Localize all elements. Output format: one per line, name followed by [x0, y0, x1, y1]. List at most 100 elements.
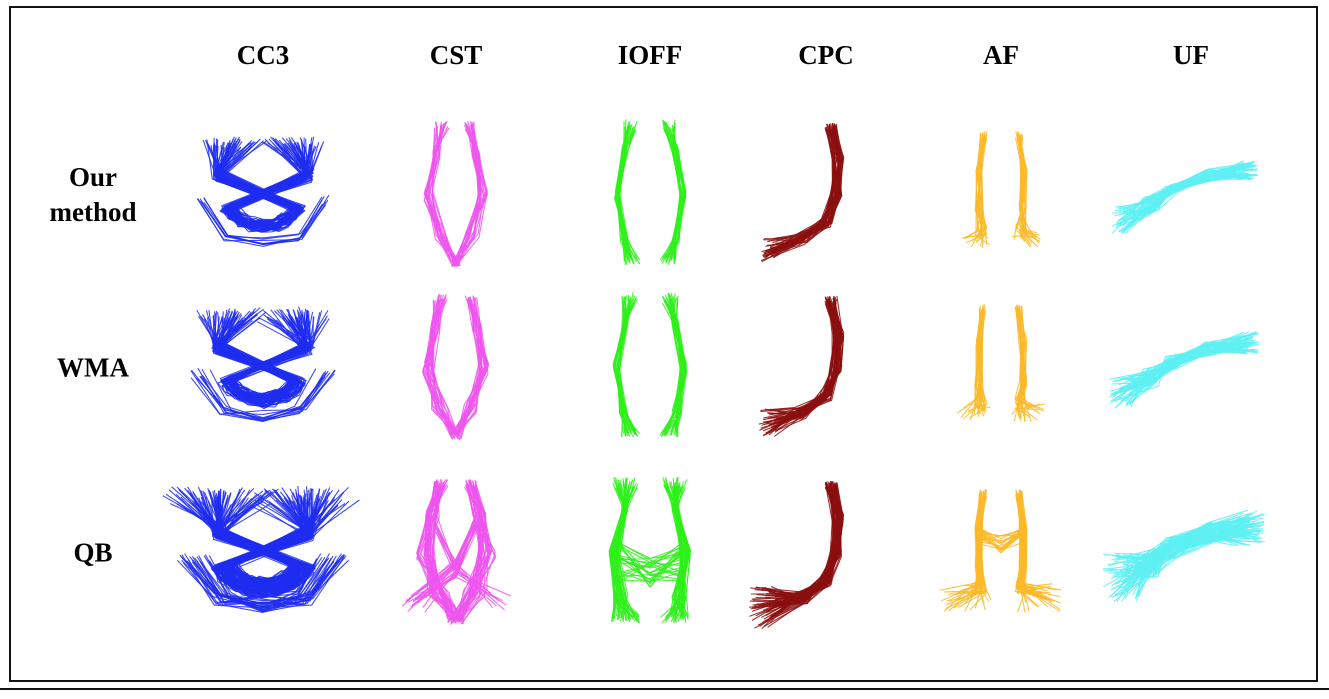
- fiber-streamline: [662, 295, 682, 436]
- fiber-streamline: [181, 553, 345, 608]
- fiber-streamline: [450, 479, 487, 623]
- fiber-streamline: [619, 554, 681, 584]
- row-label-line: QB: [73, 537, 113, 568]
- fiber-streamline: [619, 550, 681, 582]
- fiber-streamline: [220, 310, 309, 406]
- fiber-streamline: [196, 556, 330, 606]
- fiber-streamline: [424, 124, 452, 262]
- fiber-streamline: [201, 374, 325, 419]
- tract-fibers: [962, 131, 1041, 248]
- fiber-streamline: [975, 527, 1027, 551]
- fiber-streamline: [429, 294, 458, 433]
- fiber-streamline: [435, 522, 505, 611]
- fiber-streamline: [665, 477, 689, 616]
- fiber-streamline: [1116, 517, 1264, 597]
- fiber-streamline: [975, 523, 1027, 545]
- fiber-streamline: [199, 370, 327, 420]
- fiber-streamline: [221, 138, 310, 232]
- fiber-streamline: [619, 558, 681, 574]
- fiber-streamline: [661, 120, 685, 262]
- row-label-our-method: Our method: [50, 160, 137, 230]
- fiber-streamline: [662, 123, 684, 259]
- fiber-streamline: [423, 481, 453, 624]
- fiber-streamline: [772, 126, 834, 259]
- fiber-streamline: [1136, 517, 1243, 562]
- tract-cc3-wma: [178, 283, 348, 453]
- fiber-streamline: [664, 303, 686, 432]
- fiber-streamline: [1137, 514, 1261, 597]
- fiber-streamline: [1111, 173, 1249, 214]
- fiber-streamline: [619, 542, 681, 573]
- row-label-line: WMA: [57, 352, 129, 383]
- fiber-streamline: [662, 127, 682, 258]
- fiber-streamline: [1130, 344, 1245, 408]
- fiber-streamline: [1016, 134, 1033, 239]
- fiber-streamline: [1102, 515, 1249, 574]
- fiber-streamline: [610, 482, 628, 622]
- fiber-streamline: [764, 296, 841, 426]
- fiber-streamline: [425, 121, 458, 261]
- tract-ioff-our-method: [565, 110, 735, 280]
- fiber-streamline: [1135, 526, 1260, 567]
- fiber-streamline: [619, 561, 681, 582]
- tract-fibers: [1102, 509, 1266, 603]
- column-header-uf: UF: [1173, 40, 1209, 70]
- fiber-streamline: [211, 496, 321, 586]
- fiber-streamline: [619, 545, 681, 585]
- row-label-wma: WMA: [57, 351, 129, 386]
- tract-cst-qb: [371, 468, 541, 638]
- fiber-streamline: [754, 486, 843, 607]
- fiber-streamline: [190, 369, 336, 415]
- fiber-streamline: [614, 119, 629, 258]
- tract-af-our-method: [916, 110, 1086, 280]
- fiber-streamline: [1112, 527, 1239, 578]
- fiber-streamline: [975, 531, 1027, 547]
- tract-fibers: [749, 481, 845, 630]
- tract-cpc-wma: [741, 283, 911, 453]
- fiber-streamline: [1103, 526, 1240, 588]
- tract-fibers: [612, 291, 688, 438]
- fiber-streamline: [431, 300, 458, 435]
- tract-fibers: [196, 136, 330, 247]
- fiber-streamline: [186, 559, 340, 611]
- fiber-streamline: [460, 296, 488, 440]
- fiber-streamline: [769, 127, 835, 249]
- fiber-streamline: [619, 565, 681, 578]
- fiber-streamline: [617, 130, 639, 261]
- fiber-streamline: [411, 514, 477, 598]
- tract-cst-wma: [371, 283, 541, 453]
- fiber-streamline: [191, 502, 339, 592]
- column-header-cst: CST: [429, 40, 483, 70]
- tract-uf-our-method: [1106, 110, 1276, 280]
- fiber-streamline: [1111, 175, 1255, 227]
- tract-fibers: [422, 294, 490, 441]
- tract-af-qb: [916, 468, 1086, 638]
- fiber-streamline: [192, 555, 334, 605]
- row-label-line: method: [49, 197, 137, 227]
- fiber-streamline: [618, 121, 625, 262]
- fiber-streamline: [770, 123, 836, 250]
- tract-fibers: [608, 476, 691, 624]
- tract-uf-wma: [1106, 283, 1276, 453]
- tract-fibers: [190, 306, 336, 422]
- fiber-streamline: [1114, 164, 1249, 212]
- fiber-streamline: [216, 488, 311, 587]
- tract-fibers: [162, 486, 360, 613]
- fiber-streamline: [775, 487, 842, 618]
- fiber-streamline: [965, 137, 987, 244]
- fiber-streamline: [978, 311, 988, 411]
- fiber-streamline: [766, 481, 843, 604]
- fiber-streamline: [971, 491, 985, 598]
- fiber-streamline: [1015, 305, 1027, 422]
- tract-fibers: [760, 122, 845, 263]
- fiber-streamline: [456, 298, 489, 438]
- fiber-streamline: [675, 481, 687, 617]
- fiber-streamline: [981, 305, 991, 409]
- fiber-streamline: [765, 481, 842, 598]
- fiber-streamline: [460, 480, 490, 618]
- fiber-streamline: [765, 129, 838, 247]
- bottom-divider: [0, 688, 1329, 699]
- fiber-streamline: [219, 137, 310, 230]
- tract-uf-qb: [1102, 468, 1276, 638]
- column-header-cpc: CPC: [798, 40, 854, 70]
